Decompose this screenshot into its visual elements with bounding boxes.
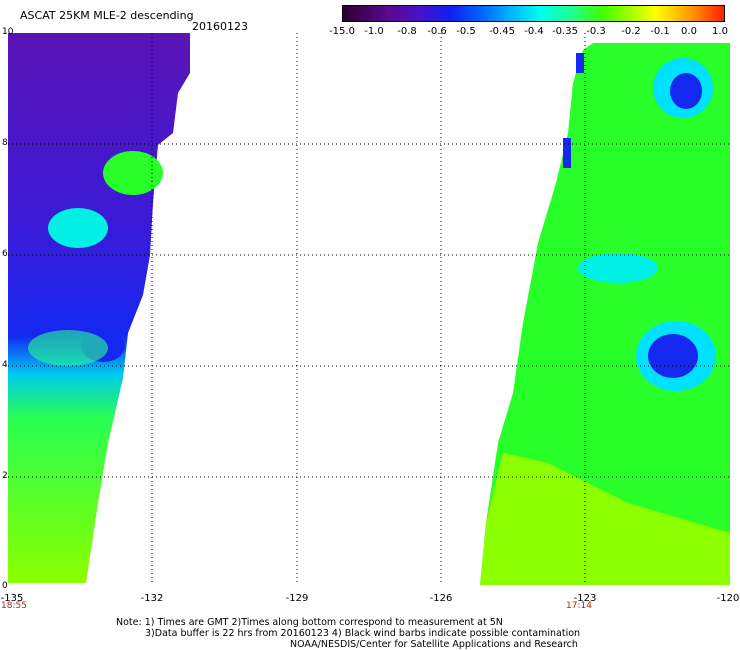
map-date: 20160123 <box>192 20 248 33</box>
y-tick-label: 8 <box>2 138 8 148</box>
swath-right-lime <box>480 453 730 585</box>
note-line-3: NOAA/NESDIS/Center for Satellite Applica… <box>290 639 578 650</box>
swath-left-patch <box>48 208 108 248</box>
colorbar-label: -0.4 <box>524 26 544 37</box>
x-tick-label: -129 <box>285 593 309 604</box>
colorbar-label: -0.3 <box>586 26 606 37</box>
x-tick-label: -126 <box>429 593 453 604</box>
gridlines <box>8 33 730 585</box>
time-label-left: 18:55 <box>1 601 27 611</box>
y-tick-label: 6 <box>2 249 8 259</box>
map-title: ASCAT 25KM MLE-2 descending <box>20 9 194 22</box>
x-tick-label: -123 <box>573 593 597 604</box>
colorbar-label: -0.1 <box>650 26 670 37</box>
colorbar-label: -0.5 <box>456 26 476 37</box>
swath-right-patch <box>670 73 702 109</box>
y-tick-label: 0 <box>2 581 8 591</box>
colorbar-label: -0.6 <box>427 26 447 37</box>
colorbar-label: -1.0 <box>364 26 384 37</box>
colorbar-label: 0.0 <box>681 26 697 37</box>
swath-right-edge <box>576 53 584 73</box>
x-tick-label: -135 <box>0 593 24 604</box>
y-tick-label: 2 <box>2 471 8 481</box>
swath-right-edge <box>563 138 571 168</box>
x-tick-label: -132 <box>140 593 164 604</box>
note-line-1: Note: 1) Times are GMT 2)Times along bot… <box>116 617 503 628</box>
colorbar-label: -0.2 <box>621 26 641 37</box>
x-tick-label: -120 <box>716 593 740 604</box>
colorbar-label: -15.0 <box>329 26 355 37</box>
colorbar-label: -0.45 <box>489 26 515 37</box>
colorbar-label: -0.8 <box>397 26 417 37</box>
swath-left-patch <box>28 330 108 366</box>
colorbar-labels: -15.0 -1.0 -0.8 -0.6 -0.5 -0.45 -0.4 -0.… <box>329 26 740 38</box>
note-line-2: 3)Data buffer is 22 hrs from 20160123 4)… <box>145 628 581 639</box>
time-label-right: 17:14 <box>566 601 592 611</box>
colorbar-label: 1.0 <box>712 26 728 37</box>
colorbar-label: -0.35 <box>552 26 578 37</box>
swath-left-patch <box>103 151 163 195</box>
swath-right-patch <box>648 334 698 378</box>
swath-right <box>480 43 730 585</box>
swath-right-patch <box>578 253 658 283</box>
y-tick-label: 4 <box>2 360 8 370</box>
colorbar <box>342 5 725 22</box>
y-tick-label: 10 <box>2 27 14 37</box>
swath-left <box>8 33 190 583</box>
map-plot <box>8 33 730 585</box>
